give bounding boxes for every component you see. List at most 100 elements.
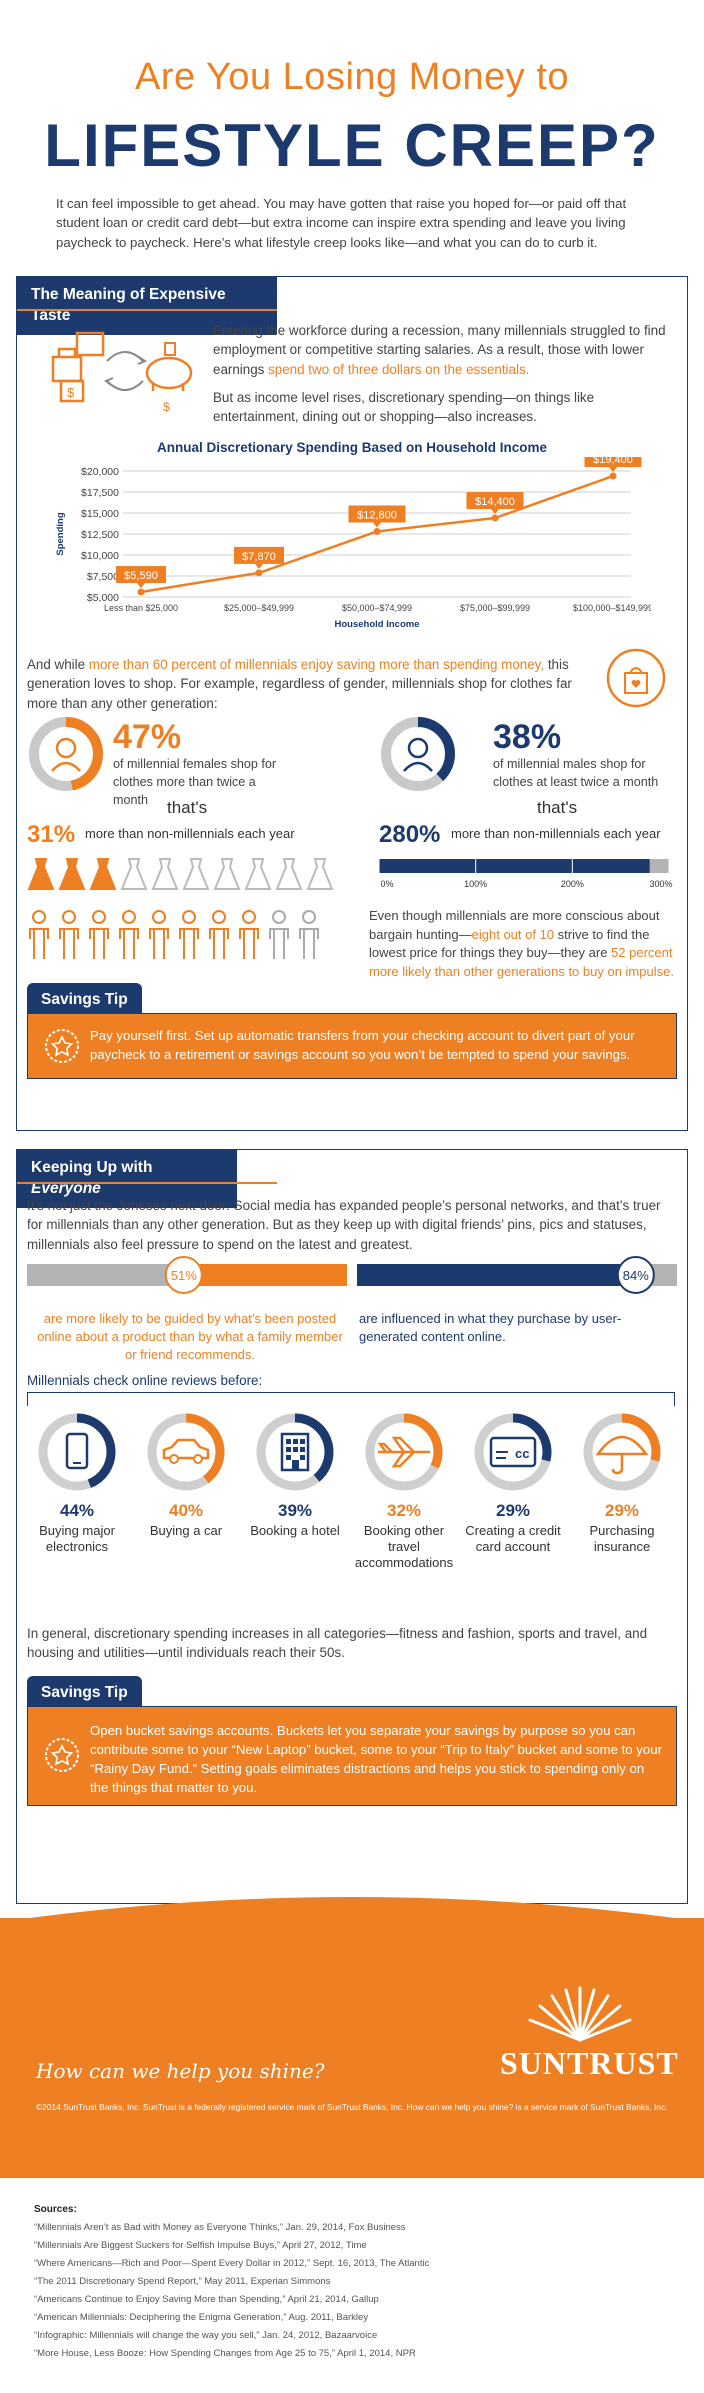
person-body	[299, 927, 319, 959]
section-keeping-up: Keeping Up with Everyone It’s not just t…	[16, 1148, 688, 1904]
bar-tick-label: 100%	[464, 879, 487, 889]
person-head	[302, 909, 316, 924]
left-stat-text: are more likely to be guided by what’s b…	[37, 1310, 343, 1363]
section2-closing: In general, discretionary spending incre…	[27, 1625, 648, 1661]
tip2: Savings Tip	[27, 1675, 142, 1711]
tip2-text: Open bucket savings accounts. Buckets le…	[90, 1722, 662, 1796]
person-body	[209, 927, 229, 959]
person-head	[272, 909, 286, 924]
person-icon	[119, 909, 139, 959]
source-item: “Infographic: Millennials will change th…	[34, 2330, 378, 2341]
umbrella-icon	[595, 1435, 649, 1474]
data-label: $7,870	[242, 551, 276, 563]
impulse-hl2: 52 percent more likely than other genera…	[369, 945, 674, 980]
male-more-pct: 280%	[379, 820, 441, 848]
person-body	[239, 927, 259, 959]
sources-title: Sources:	[34, 2203, 77, 2215]
data-label-box	[116, 565, 166, 583]
footer: SUNTRUST How can we help you shine? ©201…	[0, 1896, 704, 2178]
review-pct: 29%	[495, 1500, 531, 1520]
x-tick-label: $25,000–$49,999	[224, 603, 294, 613]
review-ring	[583, 1413, 661, 1491]
person-head	[182, 909, 196, 924]
bar-51-percent: 51%	[27, 1255, 347, 1294]
chart-title: Annual Discretionary Spending Based on H…	[156, 439, 548, 455]
review-label: Creating a credit card account	[465, 1522, 561, 1554]
y-tick-label: $20,000	[81, 466, 119, 478]
review-ring	[147, 1413, 225, 1491]
male-text: of millennial males shop for clothes at …	[493, 756, 659, 789]
impulse-a: Even though millennials are more conscio…	[369, 907, 660, 942]
bar-navy	[357, 1263, 636, 1286]
male-progress-bar: 0% 100% 200% 300%	[379, 858, 673, 889]
sunburst-logo-icon	[528, 1986, 632, 2042]
car-icon	[162, 1438, 210, 1464]
x-tick-label: $75,000–$99,999	[460, 603, 530, 613]
ring-fill	[365, 1413, 443, 1491]
para3-text-b: this generation loves to shop. For examp…	[27, 656, 572, 711]
review-item: cc 29% Creating a credit card account	[461, 1412, 565, 1555]
person-icon	[59, 909, 79, 959]
pct-circle	[164, 1255, 203, 1294]
bar-tick-label: 200%	[561, 879, 584, 889]
svg-text:$: $	[67, 385, 75, 400]
person-icon	[89, 909, 109, 959]
source-item: “The 2011 Discretionary Spend Report,” M…	[34, 2275, 331, 2287]
data-label: $14,400	[475, 496, 515, 508]
tip1-text: Pay yourself first. Set up automatic tra…	[90, 1027, 635, 1062]
para1-text: Entering the workforce during a recessio…	[213, 322, 666, 377]
tip1-title: Savings Tip	[27, 982, 142, 1018]
person-icon	[269, 909, 289, 959]
person-icon	[179, 909, 199, 959]
dress-icons-row	[27, 857, 334, 890]
title-line2: LIFESTYLE CREEP?	[44, 112, 660, 180]
dress-icon	[213, 857, 241, 890]
people-icons-row	[29, 909, 319, 959]
dress-icon	[275, 857, 303, 890]
bags-piggy-icon: $ $	[51, 331, 193, 414]
review-pct: 29%	[604, 1500, 640, 1520]
title-line1: Are You Losing Money to	[134, 56, 570, 98]
legal-text: ©2014 SunTrust Banks, Inc. SunTrust is a…	[36, 2101, 668, 2112]
x-axis-label: Household Income	[335, 619, 420, 630]
y-axis-label: Spending	[55, 512, 66, 555]
source-item: “More House, Less Booze: How Spending Ch…	[34, 2348, 416, 2360]
review-label: Buying a car	[149, 1522, 223, 1538]
x-tick-label: $50,000–$74,999	[342, 603, 412, 613]
dress-icon	[306, 857, 334, 890]
para1-highlight: spend two of three dollars on the essent…	[268, 361, 530, 377]
review-item: 29% Purchasing insurance	[570, 1412, 674, 1555]
dress-icon	[120, 857, 148, 890]
dress-icon	[151, 857, 179, 890]
dress-icon	[182, 857, 210, 890]
person-body	[119, 927, 139, 959]
review-item: 40% Buying a car	[134, 1412, 238, 1539]
male-ring-chart	[381, 716, 455, 791]
person-icon	[149, 909, 169, 959]
person-head	[212, 909, 226, 924]
data-label-pointer	[491, 508, 499, 514]
review-pct: 32%	[386, 1500, 422, 1520]
female-text: of millennial females shop for clothes m…	[113, 756, 277, 808]
tip2-title: Savings Tip	[27, 1675, 142, 1711]
data-label-pointer	[137, 582, 145, 588]
data-point	[255, 569, 263, 577]
pct-label: 84%	[623, 1268, 649, 1283]
person-body	[269, 927, 289, 959]
data-label: $5,590	[124, 570, 158, 582]
dress-icon	[244, 857, 272, 890]
data-point	[373, 527, 381, 535]
person-body	[149, 927, 169, 959]
data-label-pointer	[373, 522, 381, 528]
star-medal-icon	[45, 1028, 79, 1063]
data-label-box	[234, 546, 284, 564]
svg-text:cc: cc	[515, 1446, 529, 1461]
section1-para2: But as income level rises, discretionary…	[213, 389, 595, 425]
credit-card-icon: cc	[489, 1436, 537, 1467]
review-pct: 39%	[277, 1500, 313, 1520]
pct-label: 51%	[171, 1268, 197, 1283]
dress-icon	[58, 857, 86, 890]
plane-icon	[377, 1436, 430, 1467]
person-head	[62, 909, 76, 924]
dress-icon	[27, 857, 55, 890]
